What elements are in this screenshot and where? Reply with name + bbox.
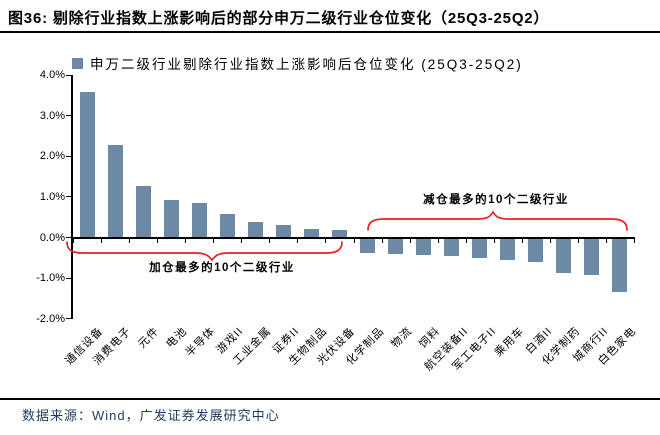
y-axis-label: -1.0% [36, 272, 65, 285]
y-axis-tick [66, 318, 71, 320]
bar [247, 222, 263, 238]
x-axis-tick [381, 238, 383, 243]
bar [556, 237, 572, 274]
y-axis-tick [66, 115, 71, 117]
y-axis-tick [66, 74, 71, 76]
bar [584, 237, 600, 276]
bar [219, 213, 235, 238]
x-axis-category-label: 物流 [388, 325, 415, 351]
x-axis-tick [101, 238, 103, 243]
chart-legend: 申万二级行业剔除行业指数上涨影响后仓位变化 (25Q3-25Q2) [72, 53, 523, 73]
x-axis-tick [577, 238, 579, 243]
legend-swatch-icon [72, 57, 83, 69]
x-axis-category-label: 半导体 [183, 325, 218, 360]
y-axis-label: 3.0% [39, 109, 65, 122]
x-axis-tick [129, 238, 131, 243]
x-axis-category-label: 乘用车 [492, 325, 527, 360]
bar [191, 203, 207, 238]
y-axis-line [71, 75, 73, 319]
x-axis-tick [409, 238, 411, 243]
x-axis-tick [437, 238, 439, 243]
x-axis-tick [269, 238, 271, 243]
x-axis-tick [521, 238, 523, 243]
decrease-annotation: 减仓最多的10个二级行业 [423, 194, 569, 206]
bar [163, 199, 179, 238]
x-axis-tick [549, 238, 551, 243]
x-axis-tick [353, 238, 355, 243]
y-axis-label: 0.0% [39, 231, 65, 244]
x-axis-tick [241, 238, 243, 243]
y-axis-label: 4.0% [39, 69, 65, 82]
legend-label: 申万二级行业剔除行业指数上涨影响后仓位变化 (25Q3-25Q2) [90, 57, 523, 72]
x-axis-tick [73, 238, 74, 243]
bar [331, 229, 347, 238]
bar [500, 237, 516, 260]
bar [528, 237, 544, 262]
title-divider [0, 31, 660, 33]
x-axis-tick [213, 238, 215, 243]
bar [388, 237, 404, 255]
x-axis-tick [493, 238, 495, 243]
x-axis-tick [465, 238, 467, 243]
x-axis-tick [325, 238, 327, 243]
y-axis-tick [66, 155, 71, 157]
bar [275, 224, 291, 238]
x-axis-line [71, 236, 635, 239]
y-axis-tick [66, 196, 71, 198]
figure-title: 图36: 剔除行业指数上涨影响后的部分申万二级行业仓位变化（25Q3-25Q2） [8, 10, 550, 27]
bar [612, 237, 628, 293]
bar [360, 237, 376, 254]
y-axis-tick [66, 237, 71, 238]
x-axis-tick [185, 238, 187, 243]
y-axis-label: 1.0% [39, 190, 65, 203]
increase-annotation: 加仓最多的10个二级行业 [149, 262, 295, 274]
footer-divider [0, 398, 660, 400]
bar [416, 237, 432, 255]
y-axis-label: 2.0% [39, 150, 65, 163]
increase-brace [66, 241, 343, 262]
bar [303, 228, 319, 238]
bar [107, 145, 123, 238]
bar [79, 91, 95, 238]
x-axis-category-label: 元件 [136, 325, 162, 351]
x-axis-tick [157, 238, 159, 243]
x-axis-tick [634, 238, 635, 243]
y-axis-tick [66, 277, 71, 279]
decrease-brace [367, 210, 628, 231]
data-source: 数据来源：Wind，广发证券发展研究中心 [22, 408, 280, 423]
x-axis-tick [297, 238, 299, 243]
bar [135, 185, 151, 238]
x-axis-tick [605, 238, 607, 243]
bar [472, 237, 488, 258]
y-axis-label: -2.0% [36, 312, 65, 325]
bar [444, 237, 460, 257]
